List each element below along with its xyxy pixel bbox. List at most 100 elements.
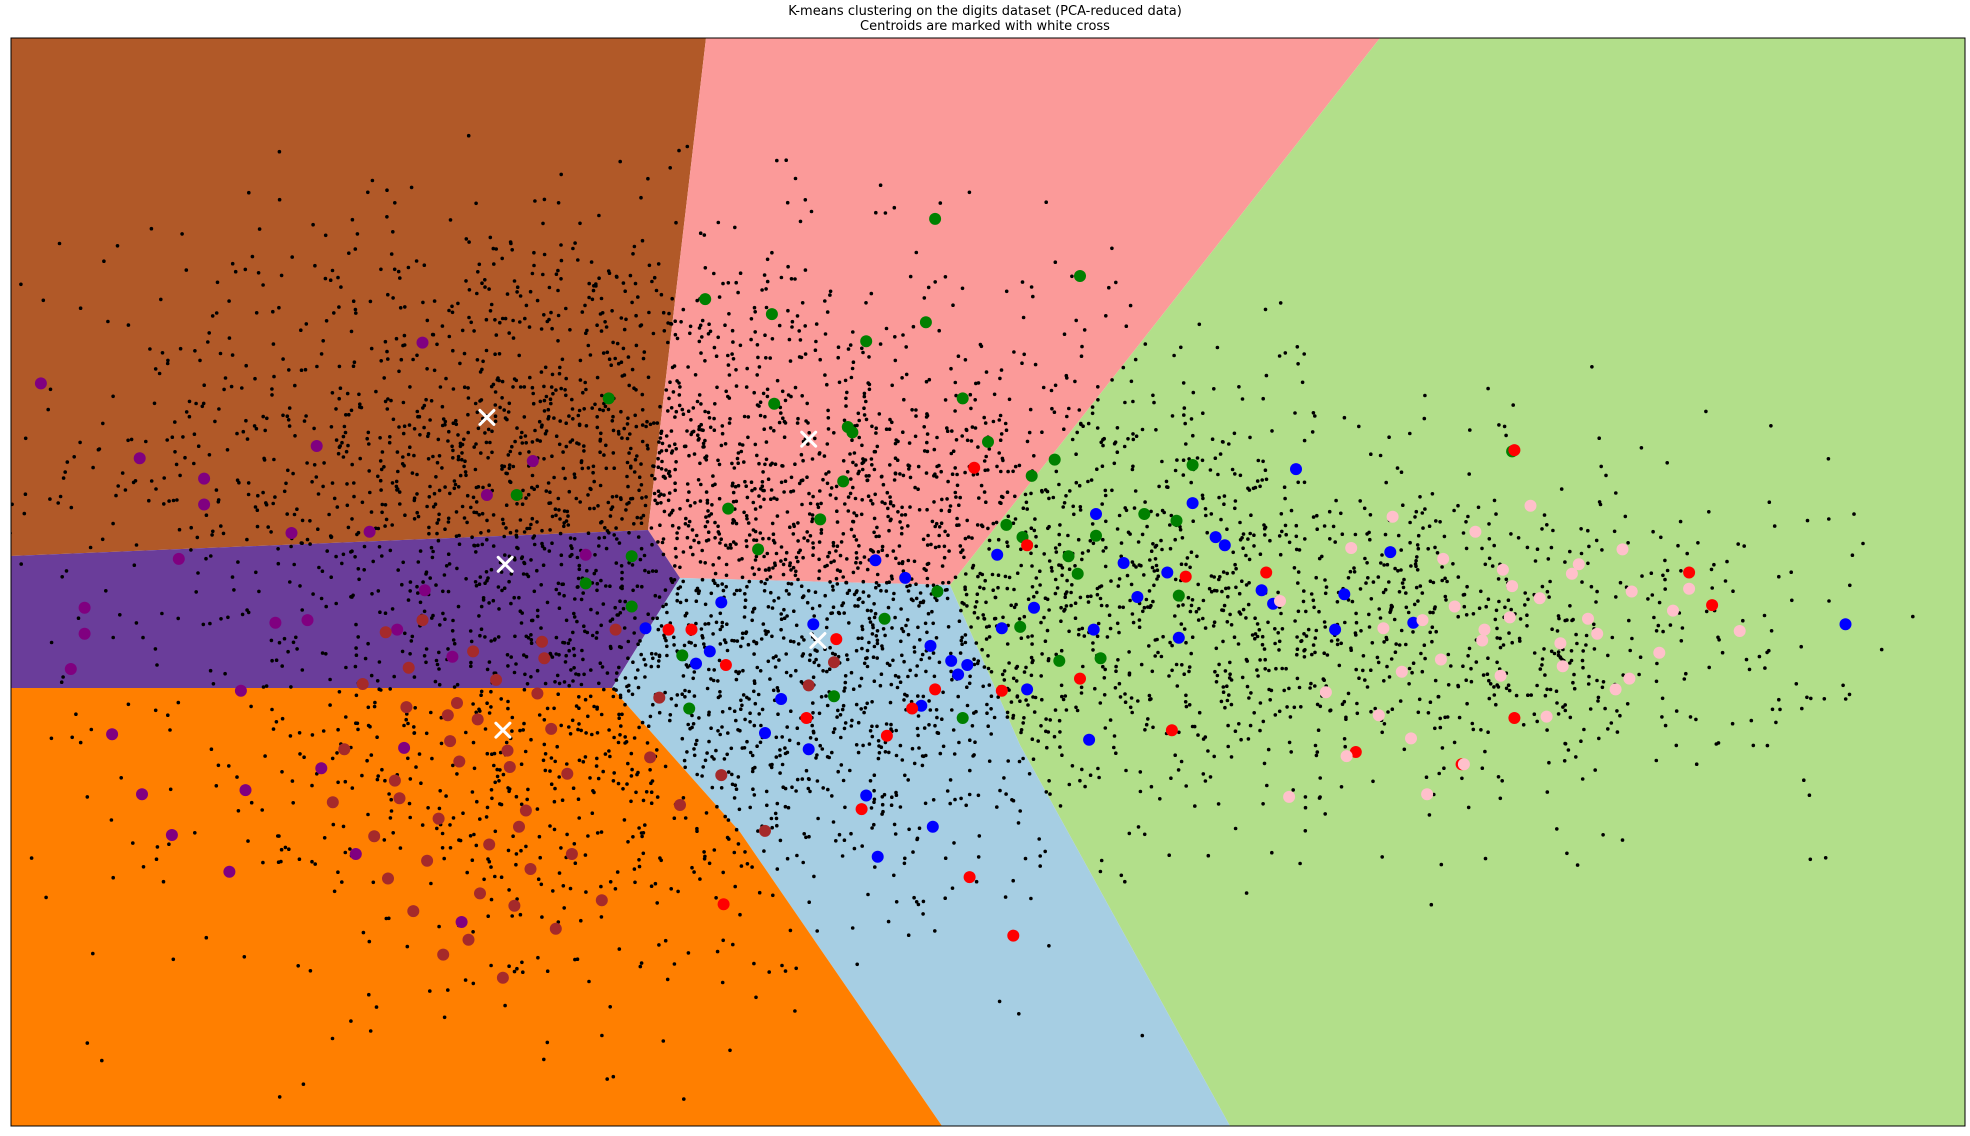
reduced-point — [652, 421, 656, 425]
reduced-point — [1117, 681, 1122, 686]
reduced-point — [1359, 629, 1363, 633]
reduced-point — [769, 816, 774, 821]
reduced-point — [775, 801, 780, 806]
reduced-point — [1048, 718, 1052, 722]
reduced-point — [675, 693, 680, 697]
reduced-point — [1303, 805, 1308, 810]
reduced-point — [1238, 473, 1243, 478]
reduced-point — [775, 158, 779, 163]
reduced-point — [1650, 593, 1655, 597]
reduced-point — [575, 957, 580, 961]
reduced-point — [854, 538, 859, 542]
reduced-point — [1663, 577, 1667, 582]
reduced-point — [870, 463, 874, 467]
reduced-point — [469, 320, 474, 325]
reduced-point — [796, 741, 801, 746]
reduced-point — [487, 660, 492, 664]
reduced-point — [922, 449, 927, 453]
reduced-point — [479, 693, 483, 697]
reduced-point — [1638, 655, 1643, 659]
reduced-point — [803, 352, 808, 356]
reduced-point — [535, 520, 539, 524]
reduced-point — [557, 508, 561, 512]
reduced-point — [1765, 743, 1770, 748]
reduced-point — [683, 816, 688, 820]
reduced-point — [893, 441, 898, 446]
reduced-point — [1264, 373, 1269, 378]
reduced-point — [354, 653, 359, 657]
reduced-point — [1406, 610, 1411, 615]
reduced-point — [1579, 527, 1583, 531]
reduced-point — [703, 622, 707, 626]
reduced-point — [522, 385, 527, 389]
reduced-point — [371, 880, 376, 885]
reduced-point — [464, 279, 468, 283]
reduced-point — [1257, 628, 1262, 632]
reduced-point — [451, 638, 456, 642]
reduced-point — [561, 884, 566, 888]
reduced-point — [646, 176, 650, 181]
reduced-point — [758, 413, 763, 418]
reduced-point — [536, 877, 541, 881]
reduced-point — [620, 712, 624, 717]
reduced-point — [219, 524, 223, 528]
reduced-point — [968, 674, 972, 679]
reduced-point — [743, 605, 747, 609]
reduced-point — [1358, 587, 1363, 591]
reduced-point — [1741, 618, 1745, 623]
reduced-point — [814, 322, 819, 326]
reduced-point — [498, 405, 502, 410]
reduced-point — [998, 438, 1003, 443]
reduced-point — [1233, 826, 1238, 831]
reduced-point — [795, 726, 800, 730]
reduced-point — [1280, 627, 1285, 631]
reduced-point — [506, 699, 510, 704]
reduced-point — [1205, 530, 1209, 535]
reduced-point — [1067, 629, 1071, 634]
reduced-point — [1509, 607, 1513, 612]
reduced-point — [455, 772, 459, 776]
reduced-point — [531, 401, 536, 406]
reduced-point — [528, 375, 532, 380]
reduced-point — [593, 402, 597, 407]
reduced-point — [1203, 626, 1208, 630]
reduced-point — [639, 652, 643, 657]
reduced-point — [860, 498, 864, 502]
reduced-point — [344, 449, 349, 454]
reduced-point — [830, 794, 834, 798]
reduced-point — [851, 460, 855, 465]
reduced-point — [1563, 703, 1567, 707]
reduced-point — [778, 748, 782, 752]
reduced-point — [412, 517, 417, 521]
reduced-point — [843, 686, 847, 690]
reduced-point — [223, 671, 227, 676]
reduced-point — [997, 999, 1002, 1004]
reduced-point — [762, 497, 766, 502]
reduced-point — [398, 306, 403, 310]
reduced-point — [1399, 568, 1403, 572]
reduced-point — [1142, 832, 1147, 837]
reduced-point — [703, 758, 708, 763]
reduced-point — [1258, 552, 1263, 556]
reduced-point — [1790, 598, 1794, 603]
reduced-point — [474, 710, 479, 715]
reduced-point — [302, 755, 306, 759]
reduced-point — [1426, 547, 1430, 551]
reduced-point — [480, 542, 485, 547]
reduced-point — [829, 560, 833, 565]
reduced-point — [350, 786, 355, 790]
reduced-point — [1189, 651, 1193, 656]
reduced-point — [614, 494, 619, 499]
reduced-point — [946, 580, 951, 585]
reduced-point — [721, 588, 726, 593]
reduced-point — [1011, 878, 1015, 883]
reduced-point — [1185, 556, 1190, 560]
reduced-point — [1240, 579, 1244, 583]
reduced-point — [893, 832, 898, 836]
reduced-point — [951, 728, 956, 732]
reduced-point — [1264, 477, 1269, 482]
reduced-point — [1423, 393, 1427, 398]
reduced-point — [271, 727, 276, 731]
reduced-point — [480, 511, 485, 516]
reduced-point — [835, 509, 839, 513]
